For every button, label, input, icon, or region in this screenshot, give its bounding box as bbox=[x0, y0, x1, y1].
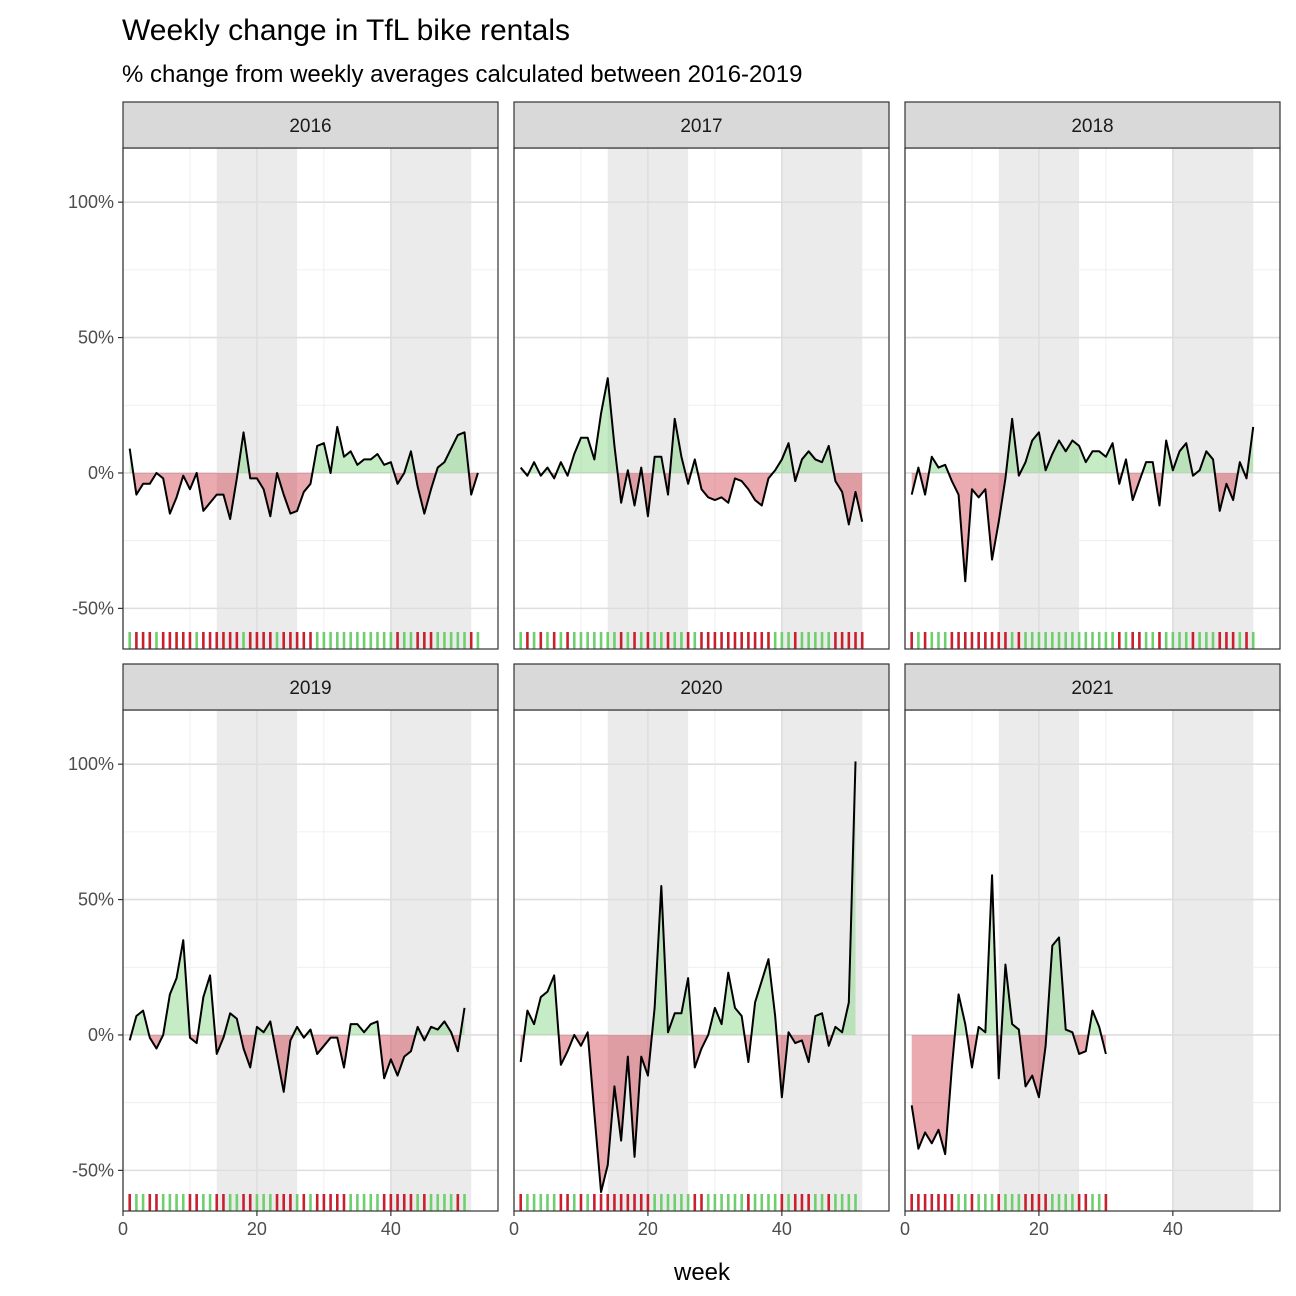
y-tick-label: 0% bbox=[88, 463, 114, 483]
facet-strip bbox=[904, 663, 1281, 711]
y-tick-label: 100% bbox=[68, 192, 114, 212]
shaded-band bbox=[781, 148, 863, 649]
shaded-band bbox=[390, 148, 472, 649]
series-line bbox=[128, 425, 479, 521]
positive-area bbox=[520, 378, 834, 473]
series-line bbox=[519, 377, 864, 526]
x-tick-label: 20 bbox=[638, 1219, 658, 1239]
facet-panel: 2019 -50% 0% 50% 100% 0 20 40 bbox=[68, 663, 499, 1239]
facet-panel: 2021 0 20 40 bbox=[900, 663, 1281, 1239]
x-axis-title: week bbox=[673, 1259, 731, 1286]
x-tick-label: 20 bbox=[1029, 1219, 1049, 1239]
facet-strip-label: 2017 bbox=[680, 116, 722, 137]
x-tick-label: 40 bbox=[1163, 1219, 1183, 1239]
facet-panel: 2018 bbox=[904, 101, 1281, 650]
y-tick-label: 50% bbox=[78, 890, 114, 910]
chart-subtitle: % change from weekly averages calculated… bbox=[122, 61, 802, 88]
x-tick-label: 40 bbox=[381, 1219, 401, 1239]
facet-strip bbox=[122, 663, 499, 711]
y-tick-label: 100% bbox=[68, 754, 114, 774]
y-tick-label: -50% bbox=[72, 1160, 114, 1180]
shaded-band bbox=[1172, 710, 1254, 1211]
series-line bbox=[910, 874, 1107, 1156]
facet-strip-label: 2020 bbox=[680, 678, 722, 699]
x-tick-label: 0 bbox=[118, 1219, 128, 1239]
facet-strip-label: 2016 bbox=[289, 116, 331, 137]
negative-area bbox=[911, 472, 1248, 582]
facet-panel: 2020 0 20 40 bbox=[509, 663, 890, 1239]
y-tick-label: -50% bbox=[72, 598, 114, 618]
negative-area bbox=[129, 1034, 461, 1092]
series-line bbox=[910, 417, 1255, 583]
facet-strip bbox=[904, 101, 1281, 149]
negative-area bbox=[133, 472, 478, 520]
facet-strip bbox=[513, 101, 890, 149]
chart-title: Weekly change in TfL bike rentals bbox=[122, 14, 570, 47]
facet-strip-label: 2021 bbox=[1071, 678, 1113, 699]
facet-strip bbox=[513, 663, 890, 711]
x-tick-label: 0 bbox=[509, 1219, 519, 1239]
positive-area bbox=[917, 418, 1254, 473]
series-line bbox=[519, 761, 857, 1194]
facet-strip-label: 2018 bbox=[1071, 116, 1113, 137]
positive-area bbox=[954, 875, 1102, 1035]
x-tick-label: 0 bbox=[900, 1219, 910, 1239]
series-line bbox=[128, 939, 466, 1093]
facet-strip bbox=[122, 101, 499, 149]
shaded-band bbox=[390, 710, 472, 1211]
facet-panel: 2017 bbox=[513, 101, 890, 650]
shaded-band bbox=[1172, 148, 1254, 649]
facet-strip-label: 2019 bbox=[289, 678, 331, 699]
y-tick-label: 50% bbox=[78, 328, 114, 348]
x-tick-label: 40 bbox=[772, 1219, 792, 1239]
x-tick-label: 20 bbox=[247, 1219, 267, 1239]
facet-panels: 2016 -50% 0% 50% 100% 2017 2018 2019 -50% 0% 50% 10… bbox=[68, 101, 1281, 1239]
y-tick-label: 0% bbox=[88, 1025, 114, 1045]
facet-panel: 2016 -50% 0% 50% 100% bbox=[68, 101, 499, 650]
